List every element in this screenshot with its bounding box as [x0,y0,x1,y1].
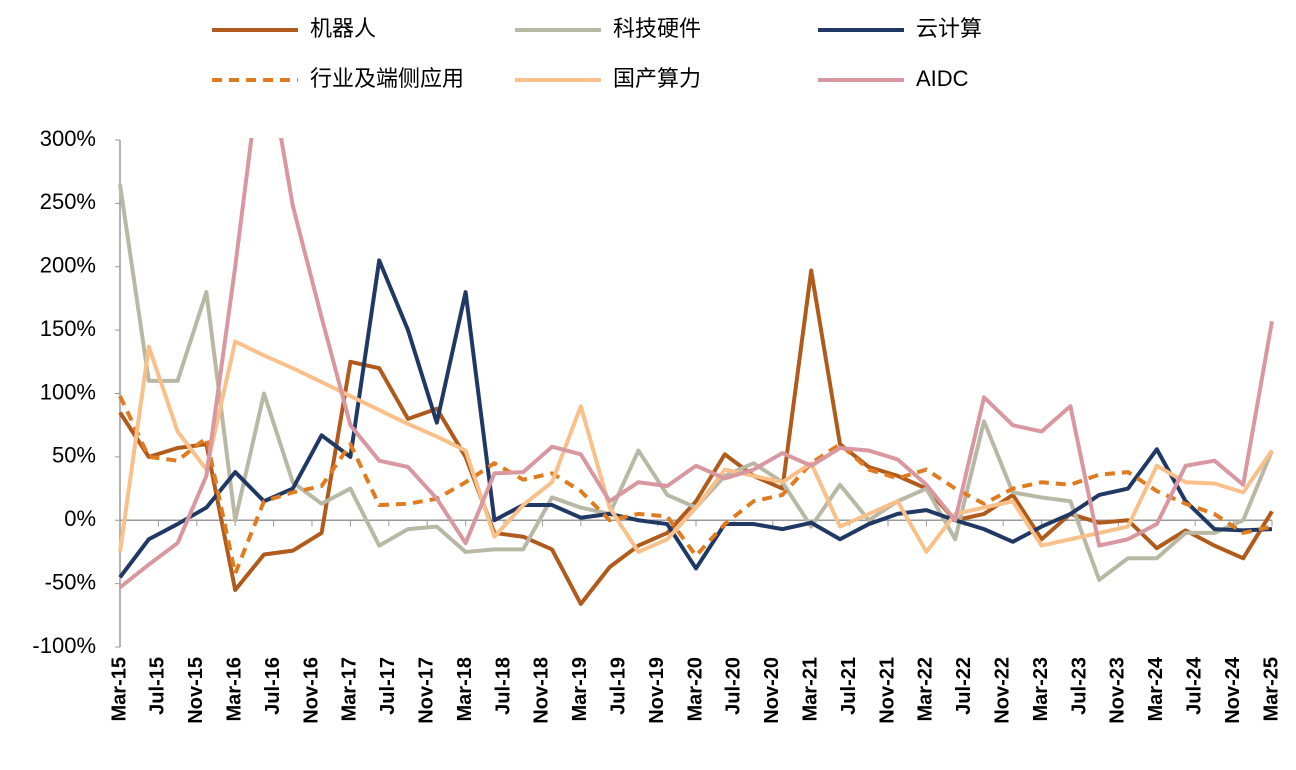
plot-area [118,138,1274,606]
y-tick-label: 200% [40,253,96,278]
x-tick-label: Mar-21 [799,657,821,721]
y-tick-label: 250% [40,189,96,214]
x-tick-label: Nov-16 [300,657,322,724]
series-line [118,258,1273,579]
y-tick-label: 150% [40,316,96,341]
x-tick-label: Mar-15 [108,657,130,721]
x-tick-label: Jul-16 [262,657,284,715]
x-tick-label: Jul-20 [723,657,745,715]
x-tick-label: Jul-21 [838,657,860,715]
y-tick-label: 0% [64,506,96,531]
x-tick-label: Mar-16 [223,657,245,721]
x-tick-label: Mar-22 [915,657,937,721]
x-tick-label: Jul-19 [607,657,629,715]
legend-label: AIDC [916,66,969,91]
x-tick-label: Mar-25 [1260,657,1282,721]
series-line [118,138,1274,589]
y-tick-label: -100% [32,633,96,658]
x-tick-label: Mar-24 [1145,656,1167,721]
y-tick-label: 50% [52,443,96,468]
x-tick-label: Nov-18 [531,657,553,724]
y-tick-label: 100% [40,379,96,404]
series-line [118,268,1274,606]
x-tick-label: Jul-18 [492,657,514,715]
x-tick-label: Jul-24 [1183,656,1205,715]
x-tick-label: Nov-20 [761,657,783,724]
legend-label: 机器人 [310,16,376,41]
x-tick-label: Nov-23 [1107,657,1129,724]
legend-label: 科技硬件 [613,16,701,41]
legend-label: 行业及端侧应用 [310,66,464,91]
x-tick-label: Mar-19 [569,657,591,721]
x-tick-label: Nov-19 [646,657,668,724]
x-tick-label: Nov-22 [991,657,1013,724]
x-tick-label: Mar-23 [1030,657,1052,721]
legend-label: 云计算 [916,16,982,41]
x-tick-label: Nov-21 [876,657,898,724]
x-tick-label: Jul-17 [377,657,399,715]
series-line [118,395,1273,576]
x-tick-label: Jul-23 [1068,657,1090,715]
x-tick-label: Nov-17 [415,657,437,724]
y-tick-label: 300% [40,126,96,151]
legend-label: 国产算力 [613,66,701,91]
x-tick-label: Nov-24 [1222,656,1244,724]
series-line [118,339,1274,554]
x-tick-label: Mar-20 [684,657,706,721]
x-tick-label: Jul-15 [147,657,169,715]
x-tick-label: Jul-22 [953,657,975,715]
x-tick-label: Nov-15 [185,657,207,724]
y-tick-label: -50% [45,569,96,594]
x-tick-label: Mar-17 [339,657,361,721]
x-tick-label: Mar-18 [454,657,476,721]
